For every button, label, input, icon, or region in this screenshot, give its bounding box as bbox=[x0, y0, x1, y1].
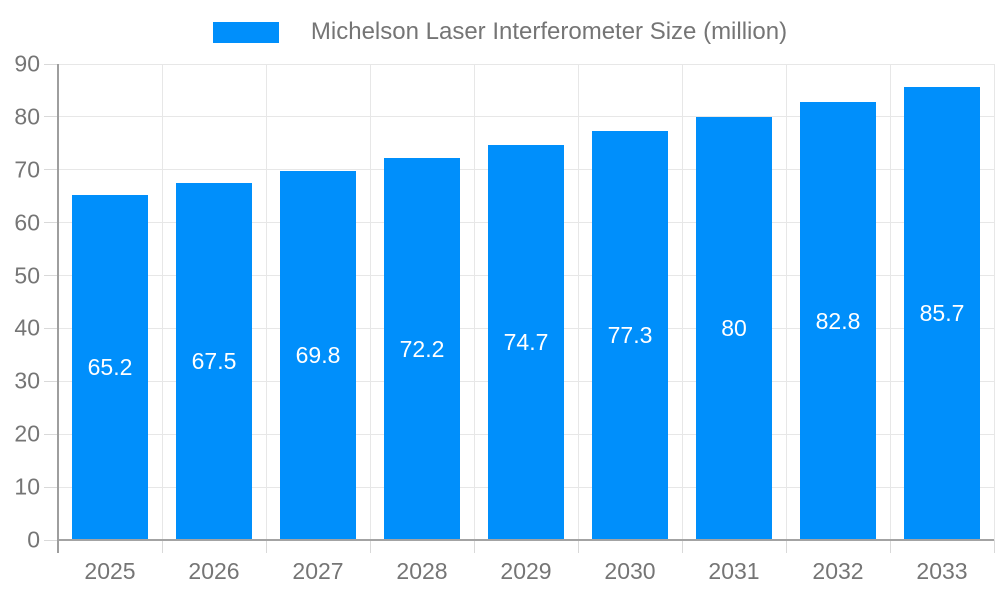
gridline-v bbox=[785, 64, 787, 540]
x-tick-mark bbox=[473, 540, 475, 553]
x-tick-mark bbox=[889, 540, 891, 553]
gridline-v bbox=[473, 64, 475, 540]
y-tick-mark bbox=[44, 486, 58, 488]
y-tick-mark bbox=[44, 169, 58, 171]
gridline-v bbox=[369, 64, 371, 540]
gridline-v bbox=[993, 64, 995, 540]
gridline-v bbox=[681, 64, 683, 540]
gridline-v bbox=[161, 64, 163, 540]
y-tick-mark bbox=[44, 380, 58, 382]
bar-value-label: 67.5 bbox=[191, 348, 237, 374]
y-tick-mark bbox=[44, 63, 58, 65]
bar-value-label: 65.2 bbox=[87, 354, 133, 381]
y-tick-mark bbox=[44, 116, 58, 118]
x-axis-label: 2026 bbox=[188, 558, 240, 584]
x-axis-label: 2025 bbox=[84, 558, 136, 584]
bar-2028[interactable]: 72.2 bbox=[384, 158, 460, 540]
x-axis-label: 2027 bbox=[292, 558, 344, 584]
legend[interactable]: Michelson Laser Interferometer Size (mil… bbox=[0, 20, 1000, 44]
y-tick-mark bbox=[44, 275, 58, 277]
y-axis-label: 30 bbox=[14, 367, 40, 394]
x-tick-mark bbox=[577, 540, 579, 553]
bar-value-label: 74.7 bbox=[503, 328, 549, 355]
y-axis-line bbox=[57, 64, 59, 553]
x-tick-mark bbox=[369, 540, 371, 553]
y-tick-mark bbox=[44, 539, 58, 541]
y-axis-label: 50 bbox=[14, 262, 40, 289]
legend-label: Michelson Laser Interferometer Size (mil… bbox=[310, 18, 788, 45]
y-axis-label: 40 bbox=[14, 314, 40, 341]
gridline-h bbox=[58, 63, 994, 65]
y-axis-label: 80 bbox=[14, 103, 40, 130]
y-tick-mark bbox=[44, 222, 58, 224]
x-tick-mark bbox=[161, 540, 163, 553]
bar-value-label: 77.3 bbox=[607, 322, 653, 349]
y-axis-label: 0 bbox=[27, 526, 40, 553]
x-tick-mark bbox=[785, 540, 787, 553]
bar-2032[interactable]: 82.8 bbox=[800, 102, 876, 540]
y-axis-label: 20 bbox=[14, 420, 40, 447]
y-axis-label: 60 bbox=[14, 209, 40, 236]
bar-value-label: 82.8 bbox=[815, 307, 861, 334]
x-tick-mark bbox=[681, 540, 683, 553]
x-axis-label: 2028 bbox=[396, 558, 448, 584]
y-axis-label: 90 bbox=[14, 50, 40, 77]
gridline-v bbox=[265, 64, 267, 540]
x-axis-line bbox=[58, 539, 994, 541]
x-axis-label: 2032 bbox=[812, 558, 864, 584]
bar-2027[interactable]: 69.8 bbox=[280, 170, 356, 540]
bar-value-label: 72.2 bbox=[399, 335, 445, 362]
y-axis-label: 70 bbox=[14, 156, 40, 183]
bar-value-label: 69.8 bbox=[295, 341, 341, 368]
bar-2030[interactable]: 77.3 bbox=[592, 131, 668, 540]
bar-2033[interactable]: 85.7 bbox=[904, 86, 980, 540]
bar-value-label: 80 bbox=[721, 314, 747, 341]
legend-swatch-icon bbox=[212, 21, 279, 43]
x-tick-mark bbox=[993, 540, 995, 553]
gridline-v bbox=[889, 64, 891, 540]
bar-2025[interactable]: 65.2 bbox=[72, 195, 148, 540]
y-axis-label: 10 bbox=[14, 473, 40, 500]
gridline-v bbox=[577, 64, 579, 540]
bar-2031[interactable]: 80 bbox=[696, 116, 772, 540]
bar-2029[interactable]: 74.7 bbox=[488, 144, 564, 540]
x-axis-label: 2033 bbox=[916, 558, 968, 584]
bar-value-label: 85.7 bbox=[919, 299, 965, 326]
x-axis-label: 2031 bbox=[708, 558, 760, 584]
x-tick-mark bbox=[265, 540, 267, 553]
x-axis-label: 2029 bbox=[500, 558, 552, 584]
y-tick-mark bbox=[44, 433, 58, 435]
bar-2026[interactable]: 67.5 bbox=[176, 183, 252, 540]
x-axis-label: 2030 bbox=[604, 558, 656, 584]
y-tick-mark bbox=[44, 327, 58, 329]
gridline-h bbox=[58, 116, 994, 118]
